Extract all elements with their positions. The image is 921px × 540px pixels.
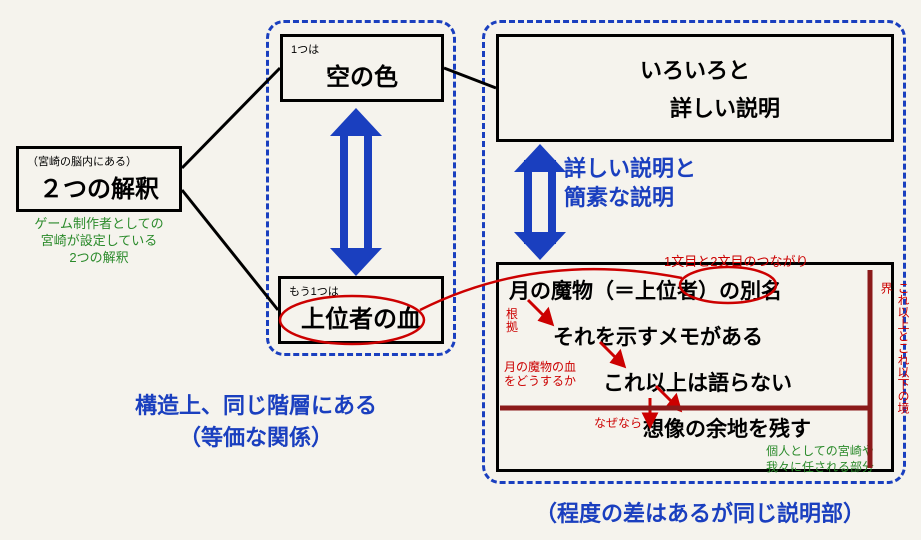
group2-mid-text: 詳しい説明と 簡素な説明: [564, 155, 884, 212]
g2b-line1: 月の魔物（＝上位者）の別名: [509, 275, 887, 305]
left-box-title: ２つの解釈: [27, 169, 171, 204]
red-note-boundary: これ以上とこれ以下の境界: [878, 282, 912, 422]
group1-top-subtitle: 1つは: [291, 41, 433, 57]
group1-caption: 構造上、同じ階層にある （等価な関係）: [96, 388, 416, 452]
left-box-subtitle: （宮崎の脳内にある）: [27, 153, 171, 169]
group1-top-title: 空の色: [291, 57, 433, 92]
group1-bottom-title: 上位者の血: [289, 299, 433, 334]
red-note-nazenara: なぜなら: [594, 414, 642, 431]
red-note-konkyo: 根 拠: [506, 308, 518, 334]
group1-bottom-subtitle: もう1つは: [289, 283, 433, 299]
group2-caption: （程度の差はあるが同じ説明部）: [490, 496, 910, 528]
green-note-bottom: 個人としての宮崎や 我々に任される部分: [740, 444, 900, 475]
group2-box-top: いろいろと 詳しい説明: [496, 34, 894, 142]
g2b-line3: これ以上は語らない: [603, 367, 887, 397]
red-note-tsuki: 月の魔物の血 をどうするか: [504, 360, 576, 389]
group2-top-line1: いろいろと: [507, 53, 883, 85]
group1-box-bottom: もう1つは 上位者の血: [278, 276, 444, 344]
red-note-toplink: 1文目と2文目のつながり: [664, 251, 808, 270]
g2b-line4: 想像の余地を残す: [643, 413, 887, 443]
left-box-note: ゲーム制作者としての 宮崎が設定している 2つの解釈: [14, 216, 184, 267]
group1-box-top: 1つは 空の色: [280, 34, 444, 102]
g2b-line2: それを示すメモがある: [553, 321, 887, 351]
left-box: （宮崎の脳内にある） ２つの解釈: [16, 146, 182, 212]
group2-top-line2: 詳しい説明: [507, 91, 883, 123]
